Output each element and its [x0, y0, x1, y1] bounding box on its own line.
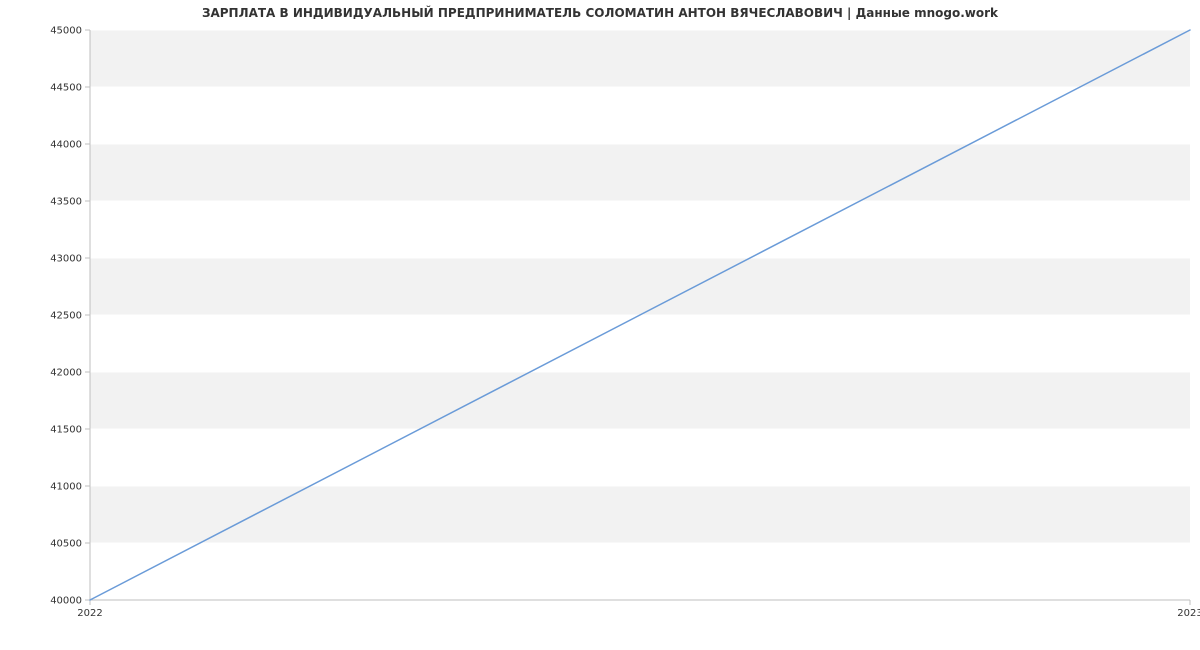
- ytick-label: 43000: [50, 254, 82, 265]
- grid-band: [90, 144, 1190, 201]
- grid-band: [90, 258, 1190, 315]
- grid-band: [90, 315, 1190, 372]
- xtick-label: 2023: [1177, 608, 1200, 619]
- ytick-label: 41500: [50, 425, 82, 436]
- ytick-label: 41000: [50, 482, 82, 493]
- ytick-label: 40500: [50, 539, 82, 550]
- grid-band: [90, 372, 1190, 429]
- xtick-label: 2022: [77, 608, 102, 619]
- grid-band: [90, 429, 1190, 486]
- grid-band: [90, 30, 1190, 87]
- ytick-label: 42000: [50, 368, 82, 379]
- grid-band: [90, 201, 1190, 258]
- grid-band: [90, 543, 1190, 600]
- salary-line-chart: 40000 40500 41000 41500 42000 42500 43000 43500…: [0, 0, 1200, 650]
- ytick-label: 44500: [50, 83, 82, 94]
- ytick-label: 45000: [50, 26, 82, 37]
- ytick-label: 40000: [50, 596, 82, 607]
- ytick-label: 42500: [50, 311, 82, 322]
- ytick-label: 44000: [50, 140, 82, 151]
- ytick-label: 43500: [50, 197, 82, 208]
